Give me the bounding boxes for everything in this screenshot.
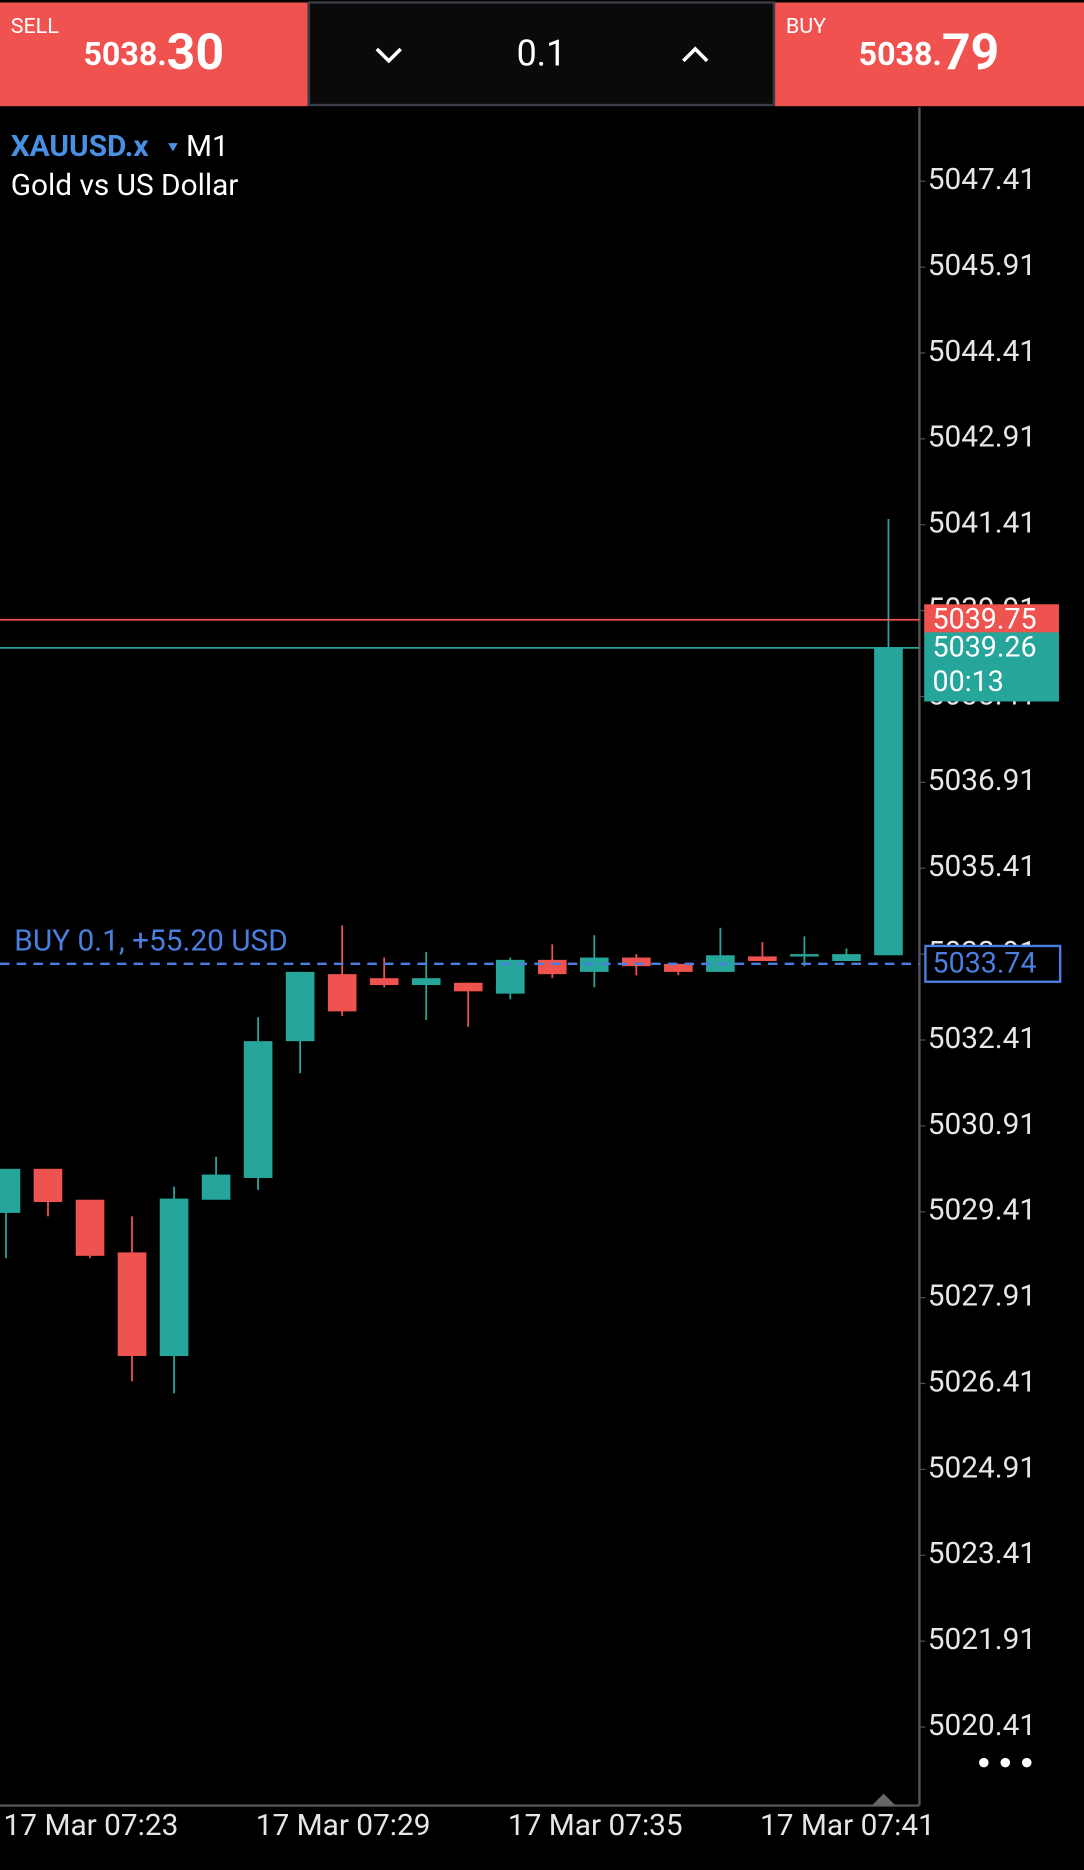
sell-price: 5038.30 [83,24,224,82]
y-tick-label: 5032.41 [928,1021,1036,1056]
candle-body [201,1174,231,1200]
sell-button[interactable]: SELL 5038.30 [0,2,308,107]
symbol-description: Gold vs US Dollar [11,168,239,203]
candle-body [832,954,861,961]
candle-body [790,954,819,957]
x-tick-label: 17 Mar 07:23 [4,1808,179,1843]
dot [979,1757,989,1768]
x-tick-label: 17 Mar 07:41 [760,1808,935,1843]
x-tick-label: 17 Mar 07:35 [508,1808,683,1843]
y-tick-label: 5029.41 [928,1193,1036,1228]
candle-body [0,1168,21,1213]
buy-price: 5038.79 [859,24,1000,82]
bid-price-box [924,632,1059,702]
dot [1021,1757,1032,1768]
candle-body [33,1168,63,1203]
y-tick-label: 5045.91 [928,248,1036,283]
y-tick-label: 5021.91 [928,1622,1036,1657]
volume-up[interactable] [682,46,709,63]
candle-body [327,974,357,1012]
candle-body [622,957,651,967]
candle-body [159,1198,189,1357]
position-price-box [924,944,1062,983]
candle-body [243,1041,273,1178]
buy-label: BUY [786,14,826,39]
buy-price-head: 5038. [859,35,942,73]
candle-body [579,957,609,972]
candle-body [117,1252,147,1357]
x-tick-label: 17 Mar 07:29 [256,1808,431,1843]
y-tick-label: 5027.91 [928,1279,1036,1314]
bar-timer: 00:13 [933,664,1004,698]
more-menu[interactable] [979,1757,1032,1768]
volume-panel [307,1,776,107]
y-tick-label: 5026.41 [928,1364,1036,1399]
sell-bg [0,2,308,107]
candle-body [75,1199,105,1256]
y-tick-label: 5020.41 [928,1708,1036,1743]
buy-button[interactable]: BUY 5038.79 [775,2,1084,107]
candle-body [537,959,567,975]
y-tick-label: 5042.91 [928,420,1036,455]
candle-body [874,647,903,956]
volume-value[interactable]: 0.1 [517,33,567,75]
ask-price-box [924,604,1059,636]
candle-body [664,963,693,972]
candle-body [411,978,441,986]
y-tick-label: 5047.41 [928,162,1036,197]
y-tick-label: 5024.91 [928,1450,1036,1485]
buy-price-tail: 79 [942,24,999,82]
y-tick-label: 5035.41 [928,849,1036,884]
candle-body [285,971,315,1042]
symbol-dropdown[interactable] [168,143,178,152]
candle-body [453,982,483,992]
buy-bg [775,2,1084,107]
position-price-label: 5033.74 [933,946,1037,980]
ask-price-label: 5039.75 [933,602,1037,636]
plot: 5047.41 5045.91 5044.41 5042.91 5041.41 5039.… [0,162,1036,1843]
candle-body [748,956,777,961]
sell-price-head: 5038. [83,35,166,73]
symbol[interactable]: XAUUSD.x [11,129,149,164]
bid-price-label: 5039.26 [933,630,1037,664]
candle-body [495,959,525,994]
y-tick-label: 5041.41 [928,506,1036,541]
y-tick-label: 5023.41 [928,1536,1036,1571]
sell-label: SELL [11,14,59,39]
sell-price-tail: 30 [167,24,224,82]
dot [1000,1757,1011,1768]
position-label: BUY 0.1, +55.20 USD [14,923,287,958]
y-tick-label: 5044.41 [928,334,1036,369]
volume-down[interactable] [375,47,402,64]
y-tick-label: 5036.91 [928,763,1036,798]
timeframe[interactable]: M1 [186,129,229,164]
candle-body [369,978,399,986]
scroll-marker[interactable] [871,1793,896,1806]
y-tick-label: 5030.91 [928,1107,1036,1142]
